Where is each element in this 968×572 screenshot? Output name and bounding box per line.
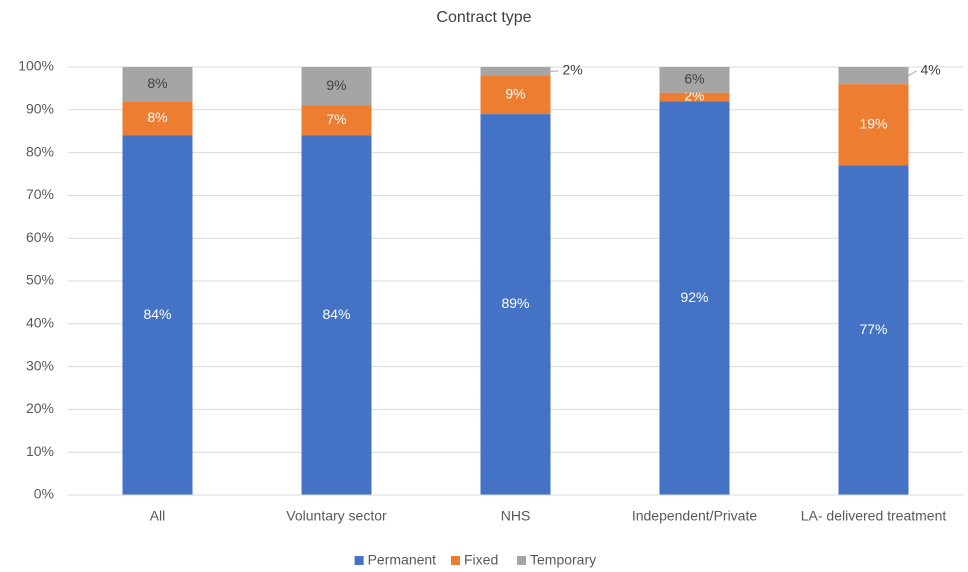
data-label: 9% [505, 86, 525, 102]
bar-segment [480, 75, 551, 115]
y-tick-label: 10% [26, 443, 54, 459]
bar-segment [301, 67, 372, 106]
y-tick-label: 20% [26, 400, 54, 416]
bar-segment [301, 105, 372, 136]
data-label: 84% [143, 306, 171, 322]
data-label: 77% [859, 321, 887, 337]
x-tick-label: NHS [501, 508, 531, 524]
data-label: 89% [501, 295, 529, 311]
bar-segment [838, 84, 909, 166]
y-tick-label: 100% [18, 58, 54, 74]
y-tick-label: 30% [26, 357, 54, 373]
y-tick-label: 80% [26, 143, 54, 159]
legend-label: Permanent [368, 552, 437, 568]
leader-line [908, 70, 917, 76]
data-label: 84% [322, 306, 350, 322]
data-label: 92% [680, 289, 708, 305]
data-label: 8% [147, 75, 167, 91]
legend-label: Temporary [530, 552, 596, 568]
bar-segment [659, 92, 730, 102]
data-label: 4% [921, 62, 941, 78]
x-tick-label: All [150, 508, 166, 524]
y-tick-label: 40% [26, 315, 54, 331]
data-label: 6% [684, 71, 704, 87]
x-tick-label: Voluntary sector [286, 508, 387, 524]
legend-label: Fixed [464, 552, 498, 568]
y-tick-label: 90% [26, 101, 54, 117]
data-label: 7% [326, 111, 346, 127]
bar-segment [659, 67, 730, 93]
y-tick-label: 50% [26, 272, 54, 288]
data-label: 9% [326, 77, 346, 93]
bar-segment [838, 67, 909, 85]
x-tick-label: Independent/Private [632, 508, 758, 524]
data-label: 8% [147, 109, 167, 125]
legend-swatch [354, 556, 364, 565]
data-label: 2% [563, 62, 583, 78]
bar-segment [838, 165, 909, 495]
y-tick-label: 0% [34, 486, 54, 502]
bar-segment [122, 135, 193, 496]
legend-swatch [451, 556, 460, 565]
bar-segment [301, 135, 372, 496]
bar-segment [659, 101, 730, 496]
data-label: 19% [859, 115, 887, 131]
x-tick-label: LA- delivered treatment [801, 508, 947, 524]
bar-segment [480, 114, 551, 495]
y-tick-label: 70% [26, 186, 54, 202]
bar-segment [122, 67, 193, 102]
bar-segment [480, 67, 551, 76]
y-tick-label: 60% [26, 229, 54, 245]
legend-swatch [517, 556, 526, 565]
bar-segment [122, 101, 193, 136]
chart-title: Contract type [436, 9, 531, 26]
